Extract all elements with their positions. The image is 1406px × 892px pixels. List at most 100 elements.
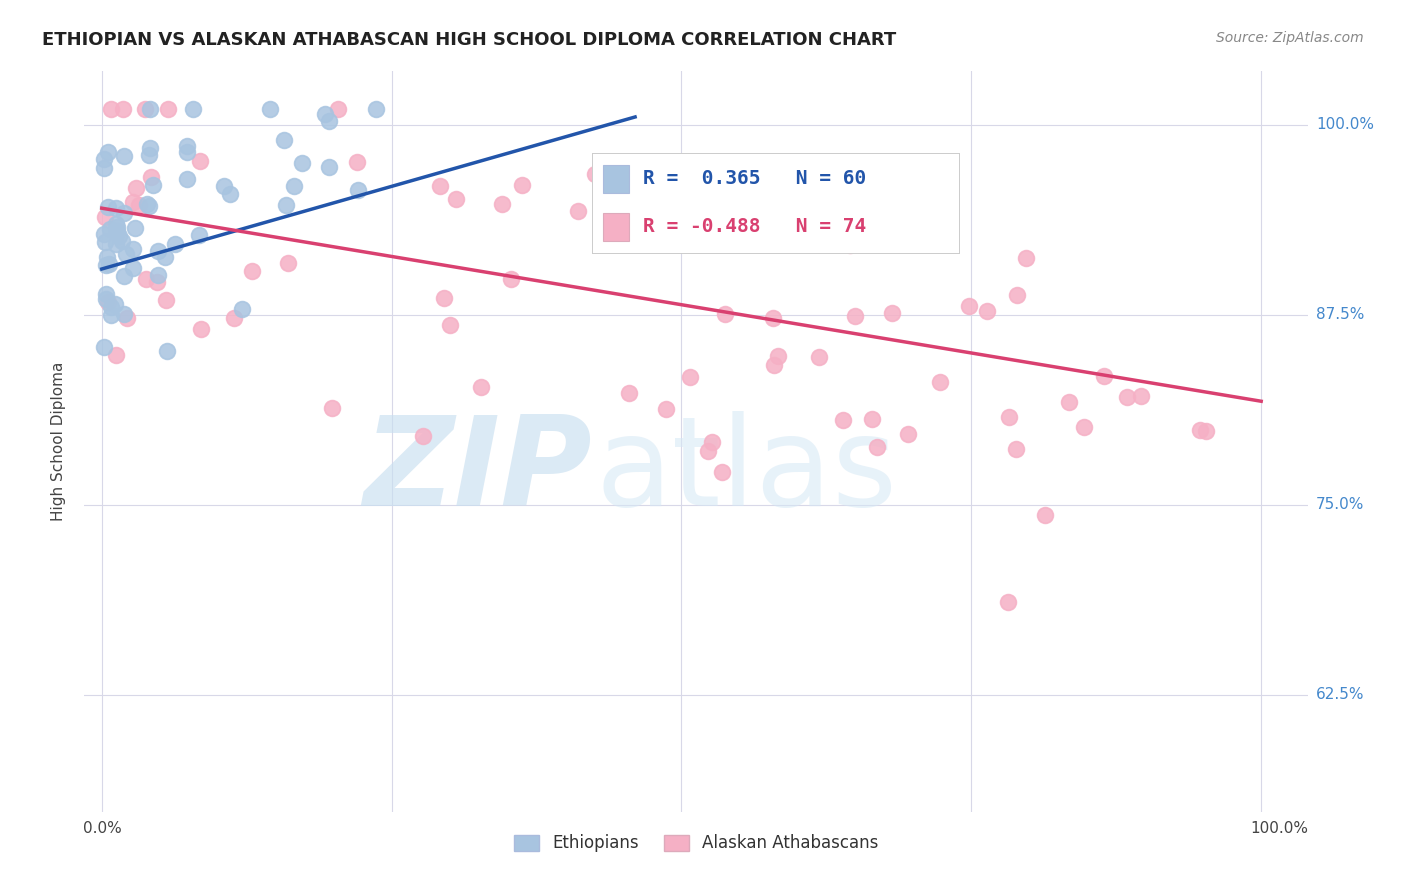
Point xyxy=(259,103,281,117)
Point xyxy=(93,340,115,354)
Text: 0.0%: 0.0% xyxy=(83,821,122,836)
Point xyxy=(897,427,920,442)
Point xyxy=(117,311,139,326)
Point xyxy=(678,370,700,384)
Point xyxy=(470,380,492,394)
Point xyxy=(1195,424,1218,438)
Point xyxy=(128,198,150,212)
Point xyxy=(187,228,209,243)
Point xyxy=(142,178,165,192)
Point xyxy=(97,294,120,309)
Point xyxy=(156,103,179,117)
Point xyxy=(181,103,204,117)
Point xyxy=(346,154,368,169)
Point xyxy=(111,235,134,249)
Point xyxy=(156,344,179,359)
Point xyxy=(1014,251,1036,265)
Point xyxy=(93,152,115,166)
Point xyxy=(318,113,340,128)
Point xyxy=(998,409,1021,424)
Point xyxy=(860,412,883,426)
Point xyxy=(121,261,143,276)
Point xyxy=(844,207,866,221)
Point xyxy=(100,103,122,117)
Point xyxy=(700,435,723,450)
Point xyxy=(242,264,264,278)
Point xyxy=(790,232,813,246)
Point xyxy=(274,198,297,212)
Text: 87.5%: 87.5% xyxy=(1316,307,1364,322)
Point xyxy=(1059,394,1081,409)
Point xyxy=(439,318,461,332)
Text: 75.0%: 75.0% xyxy=(1316,497,1364,512)
Point xyxy=(222,310,245,325)
Point xyxy=(96,250,118,264)
Point xyxy=(214,178,236,193)
Y-axis label: High School Diploma: High School Diploma xyxy=(51,362,66,521)
Point xyxy=(832,413,855,427)
Point xyxy=(880,306,903,320)
Point xyxy=(93,227,115,241)
Point xyxy=(1005,442,1028,456)
Text: 100.0%: 100.0% xyxy=(1251,821,1309,836)
Point xyxy=(657,213,679,227)
Point xyxy=(135,197,157,211)
Point xyxy=(567,204,589,219)
Point xyxy=(146,275,169,289)
Point xyxy=(801,177,824,191)
Point xyxy=(94,210,117,224)
Point xyxy=(98,257,121,271)
Point xyxy=(104,348,127,362)
Point xyxy=(176,139,198,153)
Point xyxy=(412,429,434,443)
Point xyxy=(94,286,117,301)
Point xyxy=(125,181,148,195)
Point xyxy=(135,272,157,286)
Text: Source: ZipAtlas.com: Source: ZipAtlas.com xyxy=(1216,31,1364,45)
Point xyxy=(105,224,128,238)
Point xyxy=(273,133,295,147)
Point xyxy=(138,103,160,117)
Point xyxy=(1116,390,1139,404)
Point xyxy=(134,103,156,117)
Point xyxy=(190,321,212,335)
Point xyxy=(928,375,950,389)
Point xyxy=(697,444,720,458)
Point xyxy=(291,155,314,169)
Point xyxy=(112,149,135,163)
Point xyxy=(347,183,370,197)
Point xyxy=(711,465,734,479)
Point xyxy=(844,310,866,324)
Point xyxy=(112,307,135,321)
Point xyxy=(314,106,336,120)
Point xyxy=(512,178,534,193)
Point xyxy=(326,103,349,117)
Point xyxy=(768,349,790,363)
Point xyxy=(146,268,169,283)
Point xyxy=(583,167,606,181)
Point xyxy=(277,256,299,270)
Point xyxy=(105,219,128,234)
Point xyxy=(617,386,640,401)
Point xyxy=(364,103,387,117)
Point xyxy=(1092,368,1115,383)
Point xyxy=(499,271,522,285)
Point xyxy=(429,179,451,194)
Point xyxy=(112,206,135,220)
Point xyxy=(188,153,211,168)
Point xyxy=(176,171,198,186)
Point xyxy=(124,221,146,235)
Point xyxy=(108,229,131,244)
Point xyxy=(96,292,118,306)
Point xyxy=(155,293,177,307)
Text: 62.5%: 62.5% xyxy=(1316,687,1364,702)
Point xyxy=(105,237,128,252)
Point xyxy=(219,186,242,201)
Point xyxy=(97,200,120,214)
Point xyxy=(1189,423,1212,437)
Point xyxy=(139,169,162,184)
Point xyxy=(1007,288,1029,302)
Text: atlas: atlas xyxy=(596,410,898,532)
Point xyxy=(599,206,621,220)
Point xyxy=(100,308,122,322)
